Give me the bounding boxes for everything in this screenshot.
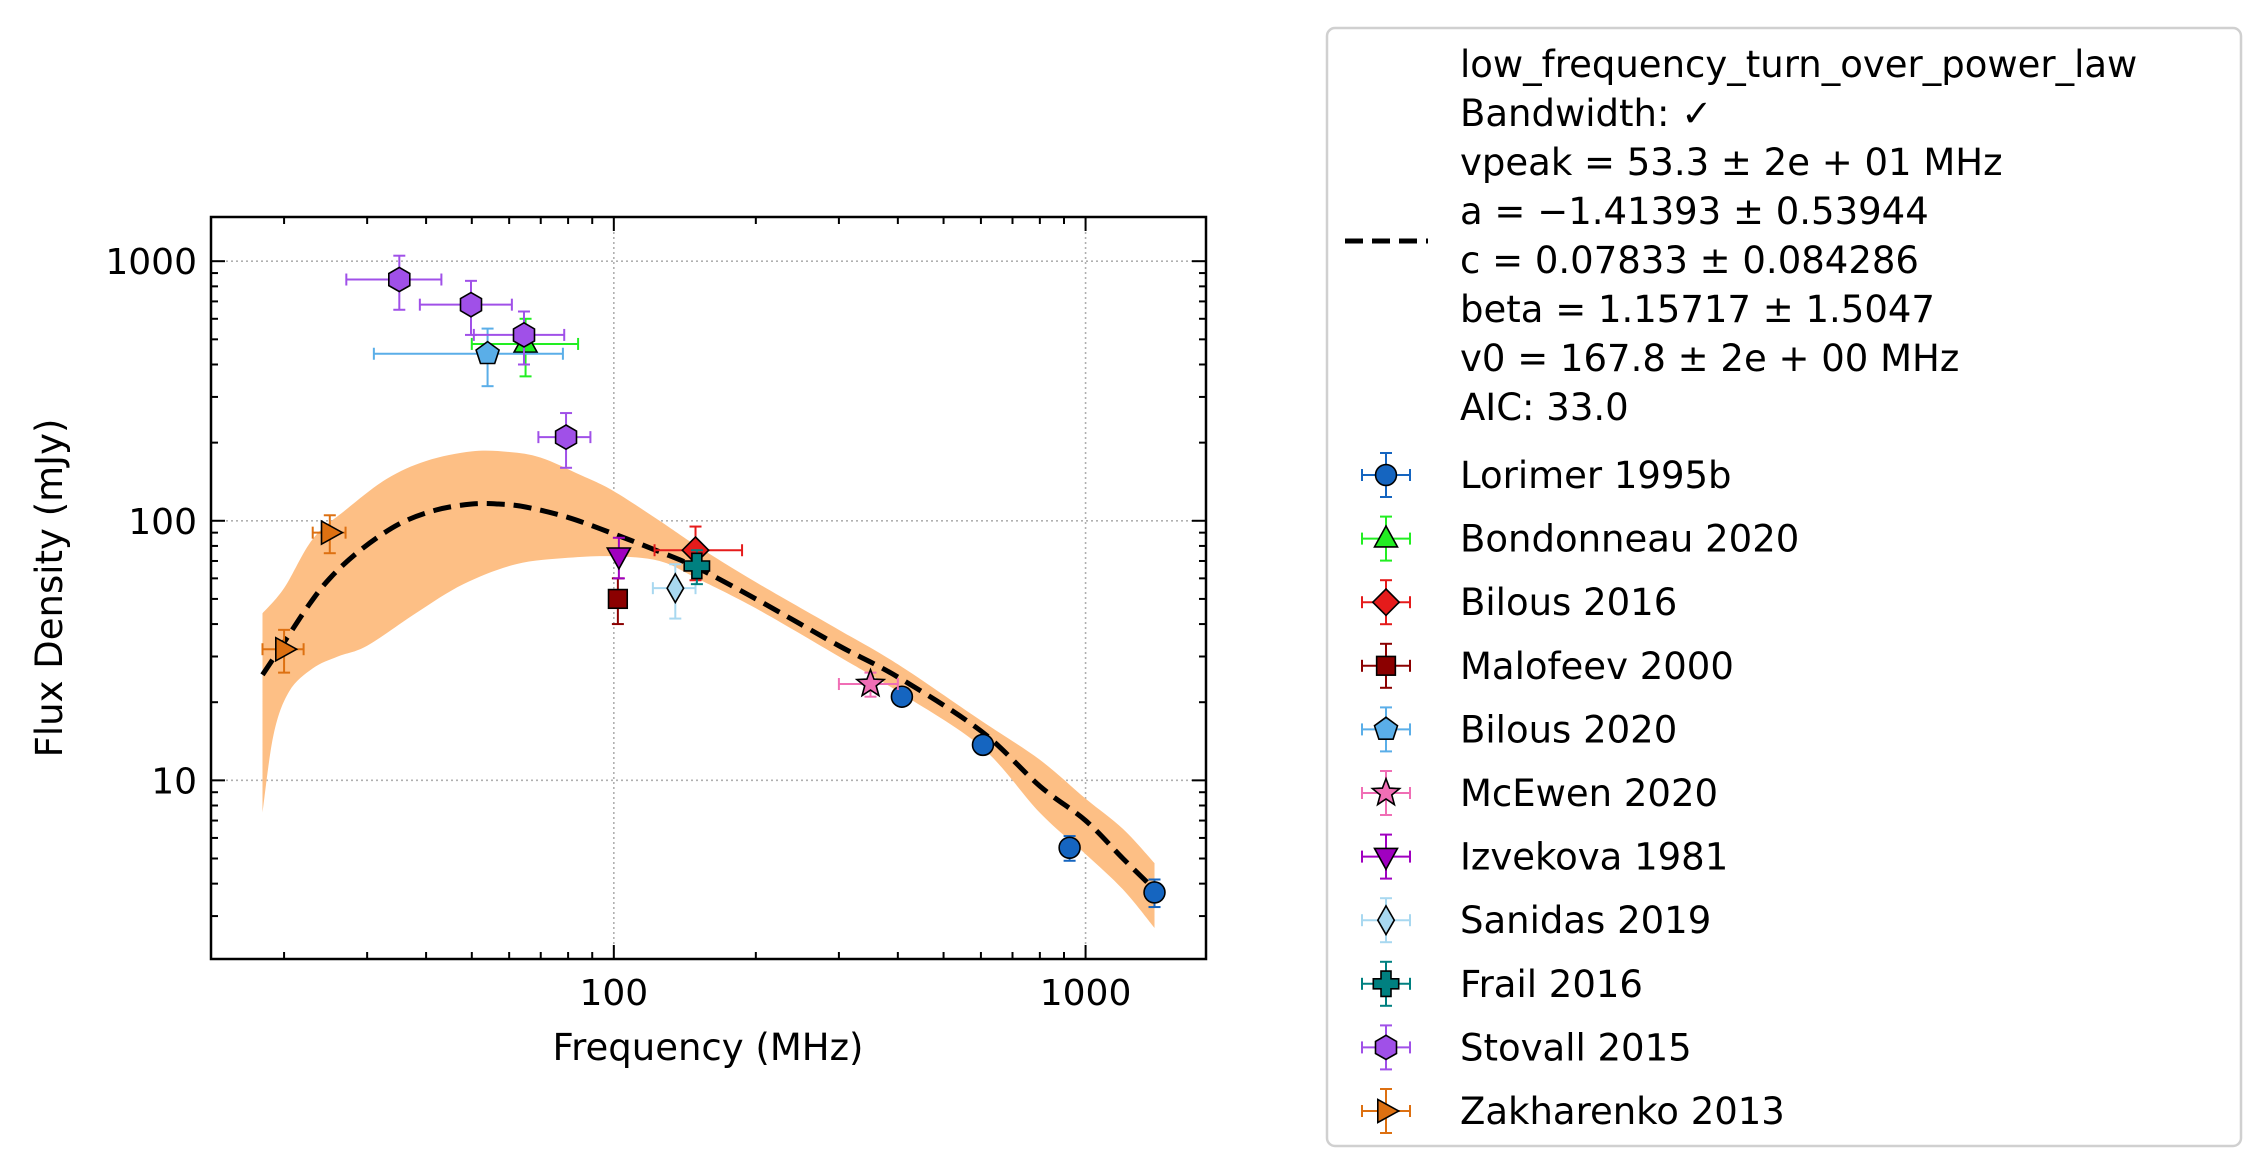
x-tick-label: 1000 [1040, 973, 1132, 1014]
fit-line-group [260, 500, 1157, 892]
point-marker [1370, 776, 1402, 807]
legend-entry: Malofeev 2000 [1361, 642, 1734, 689]
point-marker [387, 266, 411, 293]
legend-entry: Bondonneau 2020 [1361, 515, 1799, 562]
legend-series-label: Sanidas 2019 [1460, 899, 1711, 942]
series-sanidas-2019 [651, 563, 697, 620]
series-frail-2016 [683, 549, 711, 586]
point-marker [1373, 716, 1399, 741]
series-izvekova-1981 [605, 536, 632, 580]
legend-entry: Bilous 2020 [1361, 706, 1677, 753]
point-marker [1373, 847, 1399, 871]
series-zakharenko-2013 [261, 514, 347, 674]
series-lorimer-1995b [890, 685, 1166, 909]
fit-curve-line [260, 500, 1157, 892]
point-marker [320, 519, 345, 546]
x-tick-label: 100 [579, 973, 648, 1014]
fit-uncertainty-band [262, 450, 1155, 928]
point-marker [1373, 524, 1399, 548]
point-marker [1058, 836, 1081, 859]
legend-entry: McEwen 2020 [1361, 770, 1718, 816]
legend-fit-label-line: a = −1.41393 ± 0.53944 [1460, 190, 1929, 233]
legend: low_frequency_turn_over_power_law Bandwid… [1325, 26, 2243, 1148]
series-mcewen-2020 [837, 667, 899, 698]
legend-entry: Lorimer 1995b [1361, 452, 1732, 498]
point-marker [666, 572, 685, 605]
point-marker [274, 636, 299, 663]
legend-series-label: Frail 2016 [1460, 963, 1643, 1006]
y-axis-label: Flux Density (mJy) [28, 419, 71, 758]
y-tick-label: 1000 [105, 242, 197, 283]
legend-entry: Frail 2016 [1361, 960, 1643, 1007]
point-marker [890, 685, 914, 708]
plot-frame [209, 215, 1208, 961]
data-points-group [261, 254, 1166, 909]
legend-series-label: Lorimer 1995b [1460, 454, 1732, 497]
legend-entry: Izvekova 1981 [1361, 833, 1728, 880]
legend-entry: Bilous 2016 [1361, 579, 1677, 626]
point-marker [1375, 655, 1397, 676]
y-tick-label: 100 [128, 502, 197, 543]
point-marker [1374, 1034, 1398, 1061]
legend-series-label: Izvekova 1981 [1460, 836, 1728, 879]
point-marker [971, 733, 995, 757]
fit-band-group [262, 450, 1155, 928]
legend-series-label: Bondonneau 2020 [1460, 518, 1799, 561]
legend-entry: Stovall 2015 [1361, 1024, 1692, 1071]
point-marker [607, 588, 629, 610]
legend-series-label: Malofeev 2000 [1460, 645, 1734, 688]
legend-fit-label-line: low_frequency_turn_over_power_law [1460, 43, 2137, 86]
point-marker [1376, 904, 1396, 937]
axis-ticks: 100 1000 10 100 1000 [105, 217, 1206, 1014]
point-marker [1143, 881, 1166, 904]
point-marker [1371, 587, 1401, 617]
legend-series-label: Bilous 2016 [1460, 581, 1677, 624]
point-marker [554, 424, 578, 451]
point-marker [1374, 463, 1398, 487]
legend-fit-label-line: AIC: 33.0 [1460, 386, 1629, 429]
legend-fit-label-line: Bandwidth: ✓ [1460, 92, 1712, 135]
y-tick-label: 10 [151, 761, 197, 802]
legend-fit-label-line: beta = 1.15717 ± 1.5047 [1460, 288, 1935, 331]
legend-series-label: Stovall 2015 [1460, 1026, 1692, 1069]
legend-fit-label-line: c = 0.07833 ± 0.084286 [1460, 239, 1919, 282]
point-marker [512, 321, 536, 348]
legend-series-label: Bilous 2020 [1460, 708, 1677, 751]
point-marker [854, 667, 887, 698]
legend-entry: Zakharenko 2013 [1361, 1088, 1785, 1134]
legend-entry: Sanidas 2019 [1361, 897, 1711, 944]
series-stovall-2015 [345, 254, 592, 469]
legend-fit-label-line: vpeak = 53.3 ± 2e + 01 MHz [1460, 141, 2003, 184]
x-axis-label: Frequency (MHz) [553, 1026, 864, 1069]
point-marker [475, 340, 501, 365]
point-marker [683, 552, 711, 580]
series-malofeev-2000 [607, 577, 629, 626]
series-bilous-2020 [372, 327, 564, 388]
point-marker [605, 547, 632, 571]
point-marker [459, 291, 483, 318]
legend-fit-label-line: v0 = 167.8 ± 2e + 00 MHz [1460, 337, 1959, 380]
legend-series-label: Zakharenko 2013 [1460, 1090, 1785, 1133]
point-marker [1377, 1098, 1401, 1124]
point-marker [1372, 970, 1400, 998]
legend-frame [1325, 26, 2243, 1148]
legend-series-label: McEwen 2020 [1460, 772, 1718, 815]
